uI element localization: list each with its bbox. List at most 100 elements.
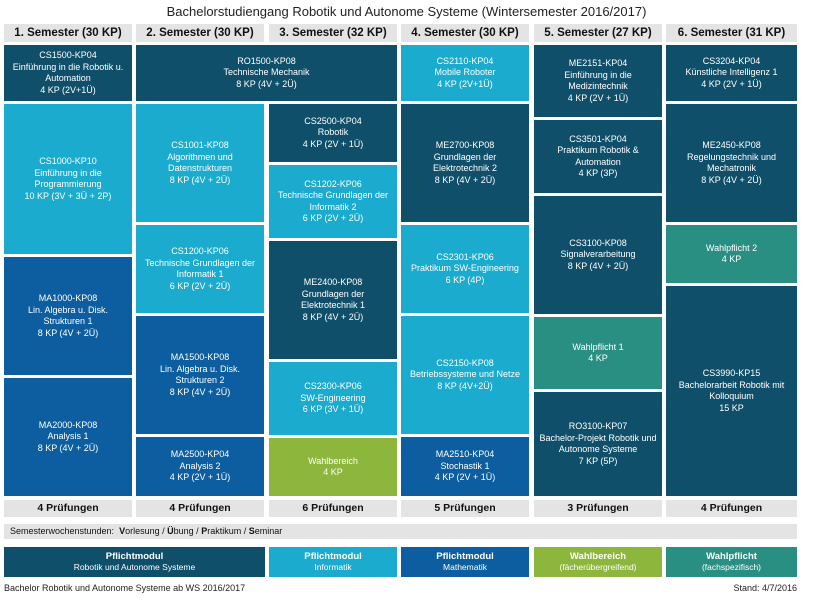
legend-title: Wahlbereich [569,551,627,562]
legend-sub: (fächerübergreifend) [559,562,637,572]
module-cs3990: CS3990-KP15 Bachelorarbeit Robotik mit K… [666,286,797,496]
module-name: Technische Grundlagen der [277,190,389,200]
sws-legend: Semesterwochenstunden: Vorlesung / Übung… [4,524,797,539]
module-name: Wahlbereich [308,455,358,466]
module-code: CS2150-KP08 [436,357,494,368]
module-kp: 8 KP (4V + 2Ü) [236,78,297,89]
module-code: CS1202-KP06 [304,178,362,189]
module-ma1000: MA1000-KP08 Lin. Algebra u. Disk. Strukt… [4,257,132,375]
footer-date: Stand: 4/7/2016 [733,583,797,593]
module-name: Programmierung [34,179,102,189]
module-kp: 4 KP (2V+1Ü) [40,84,96,95]
semester-2-exams: 4 Prüfungen [136,500,264,517]
module-wahlpflicht-2: Wahlpflicht 2 4 KP [666,225,797,283]
module-name: Wahlpflicht 1 [572,341,624,352]
module-name: Einführung in die Robotik u. [12,61,124,72]
module-kp: 15 KP [719,402,744,413]
module-name: Robotik [317,127,349,138]
module-name: Medizintechnik [568,81,628,91]
module-ma2000: MA2000-KP08 Analysis 1 8 KP (4V + 2Ü) [4,378,132,496]
legend-pflicht-mathematik: Pflichtmodul Mathematik [401,547,529,577]
module-ro3100: RO3100-KP07 Bachelor-Projekt Robotik und… [534,392,662,496]
module-name: SW-Engineering [300,392,366,403]
legend-pflicht-informatik: Pflichtmodul Informatik [269,547,397,577]
module-kp: 8 KP (4V + 2Ü) [169,386,231,397]
module-name: Mobile Roboter [434,67,496,78]
module-code: CS3204-KP04 [702,55,761,66]
module-kp: 4 KP [721,254,742,264]
semester-5-header: 5. Semester (27 KP) [534,24,662,42]
module-cs2300: CS2300-KP06 SW-Engineering 6 KP (3V + 1Ü… [269,362,397,435]
module-code: ME2151-KP04 [568,58,628,68]
module-ma2510: MA2510-KP04 Stochastik 1 4 KP (2V + 1Ü) [401,437,529,496]
sws-s: S [248,526,255,536]
module-name: Technische Mechanik [223,67,310,78]
module-code: MA2000-KP08 [38,419,98,430]
semester-6-exams: 4 Prüfungen [666,500,797,517]
module-kp: 4 KP (2V + 1Ü) [434,472,496,483]
module-code: ME2700-KP08 [435,140,495,150]
module-name: Informatik 1 [176,269,224,279]
module-me2151: ME2151-KP04 Einführung in die Medizintec… [534,45,662,117]
legend-sub: Robotik und Autonome Systeme [73,562,196,572]
module-name: Mechatronik [706,163,757,173]
module-kp: 8 KP (4V + 2Ü) [302,311,364,322]
module-kp: 4 KP (2V+1Ü) [437,78,493,89]
module-code: CS3501-KP04 [569,133,627,144]
legend-sub: Mathematik [443,562,487,572]
module-cs1500: CS1500-KP04 Einführung in die Robotik u.… [4,45,132,101]
module-name: Grundlagen der [433,151,497,162]
module-cs3501: CS3501-KP04 Praktikum Robotik & Automati… [534,120,662,193]
module-kp: 8 KP (4V + 2Ü) [567,260,629,271]
module-name: Automation [45,73,91,83]
module-name: Informatik 2 [309,201,357,212]
module-name: Automation [575,156,621,167]
module-code: MA1500-KP08 [170,352,230,362]
module-kp: 8 KP (4V + 2Ü) [701,174,762,185]
module-name: Einführung in die [564,69,632,80]
semester-5-exams: 3 Prüfungen [534,500,662,517]
semester-3-header: 3. Semester (32 KP) [269,24,397,42]
semester-1-header: 1. Semester (30 KP) [4,24,132,42]
module-code: CS1500-KP04 [39,50,97,60]
module-cs2301: CS2301-KP06 Praktikum SW-Engineering 6 K… [401,225,529,313]
sws-u-rest: bung / [173,526,199,536]
legend-title: Pflichtmodul [436,551,494,562]
semester-1-exams: 4 Prüfungen [4,500,132,517]
module-cs1200: CS1200-KP06 Technische Grundlagen der In… [136,225,264,313]
module-code: CS1000-KP10 [39,156,97,166]
module-ma2500: MA2500-KP04 Analysis 2 4 KP (2V + 1Ü) [136,437,264,496]
module-name: Lin. Algebra u. Disk. [159,363,241,374]
module-kp: 8 KP (4V+2Ü) [437,380,493,391]
legend-wahlbereich: Wahlbereich (fächerübergreifend) [534,547,662,577]
module-cs2110: CS2110-KP04 Mobile Roboter 4 KP (2V+1Ü) [401,45,529,101]
module-name: Algorithmen und [167,151,233,162]
module-name: Einführung in die [34,167,102,178]
module-kp: 8 KP (4V + 2Ü) [434,174,496,185]
module-kp: 4 KP [323,467,343,477]
module-kp: 4 KP (2V + 1Ü) [567,92,629,103]
sws-v: V [119,526,126,536]
module-kp: 4 KP (2V + 1Ü) [169,472,231,483]
module-cs1000: CS1000-KP10 Einführung in die Programmie… [4,104,132,254]
module-name: Praktikum SW-Engineering [411,263,519,274]
legend-title: Pflichtmodul [105,551,164,562]
module-kp: 6 KP (3V + 1Ü) [302,404,364,415]
module-code: ME2450-KP08 [702,140,761,150]
module-code: CS3100-KP08 [569,237,627,248]
module-code: RO1500-KP08 [237,55,296,66]
module-cs1202: CS1202-KP06 Technische Grundlagen der In… [269,165,397,238]
semester-3-exams: 6 Prüfungen [269,500,397,517]
module-code: CS1001-KP08 [171,140,229,150]
module-cs2150: CS2150-KP08 Betriebssysteme und Netze 8 … [401,316,529,434]
module-name: Technische Grundlagen der [144,257,256,268]
module-kp: 10 KP (3V + 3Ü + 2P) [24,190,112,201]
legend-title: Wahlpflicht [706,551,757,562]
module-ma1500: MA1500-KP08 Lin. Algebra u. Disk. Strukt… [136,316,264,434]
module-me2400: ME2400-KP08 Grundlagen der Elektrotechni… [269,241,397,359]
module-kp: 4 KP [588,353,608,363]
module-kp: 4 KP (3P) [578,168,618,178]
module-name: Elektrotechnik 2 [432,163,498,173]
sws-p: P [201,526,208,536]
module-cs3204: CS3204-KP04 Künstliche Intelligenz 1 4 K… [666,45,797,101]
